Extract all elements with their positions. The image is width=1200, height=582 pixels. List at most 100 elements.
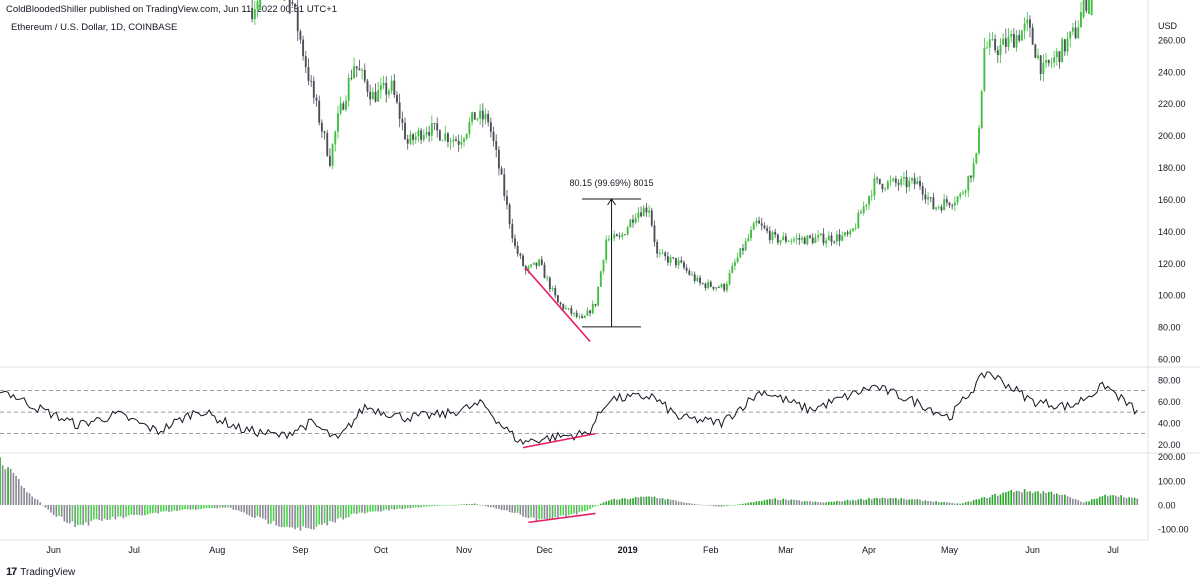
- candle-body: [428, 131, 431, 136]
- candle-body: [251, 7, 254, 20]
- hist-tick-label: 100.00: [1158, 476, 1186, 486]
- candle: [538, 258, 541, 267]
- candle: [961, 190, 964, 195]
- histogram-bar: [785, 499, 787, 505]
- candle: [1023, 17, 1026, 40]
- candle: [811, 233, 814, 245]
- candle-body: [452, 139, 455, 142]
- candle-body: [881, 183, 884, 190]
- histogram-bar: [868, 497, 870, 505]
- histogram-bar: [581, 504, 583, 512]
- candle-body: [288, 0, 291, 14]
- candle-body: [516, 245, 519, 254]
- histogram-bar: [1010, 489, 1013, 505]
- candle: [771, 230, 774, 245]
- candle: [428, 125, 431, 143]
- histogram-bar: [251, 504, 253, 518]
- candle-body: [487, 113, 490, 123]
- histogram-bar: [98, 504, 101, 521]
- candle: [543, 261, 546, 279]
- candle: [548, 276, 551, 293]
- candle-body: [390, 80, 393, 91]
- candle-body: [1071, 27, 1074, 32]
- histogram-layer: [0, 457, 1139, 531]
- candle: [337, 105, 339, 139]
- histogram-bar: [728, 504, 731, 506]
- histogram-bar: [31, 496, 33, 505]
- candle: [1088, 0, 1090, 15]
- candle-body: [326, 133, 329, 156]
- candle: [742, 243, 744, 255]
- histogram-bar: [170, 504, 173, 512]
- histogram-bar: [527, 504, 530, 519]
- histogram-bar: [184, 504, 186, 510]
- histogram-bar: [165, 504, 168, 512]
- candle-body: [543, 264, 546, 279]
- histogram-bar: [28, 493, 31, 505]
- candle: [556, 294, 559, 303]
- candle-body: [586, 310, 589, 316]
- histogram-bar: [777, 499, 779, 505]
- histogram-bar: [447, 504, 449, 506]
- candle: [691, 270, 693, 277]
- candle-body: [927, 197, 929, 200]
- candle-body: [506, 196, 508, 205]
- candle: [1080, 2, 1082, 28]
- candle-body: [361, 69, 364, 71]
- candle: [943, 193, 946, 211]
- candle: [581, 313, 583, 319]
- candle: [422, 128, 425, 143]
- histogram-bar: [417, 504, 420, 508]
- candle-body: [750, 229, 752, 238]
- candle-body: [717, 287, 720, 289]
- candle-body: [830, 235, 833, 242]
- histogram-bar: [656, 498, 658, 505]
- histogram-bar: [122, 504, 125, 519]
- candle-body: [1015, 35, 1018, 48]
- histogram-bar: [109, 504, 111, 520]
- candle: [559, 301, 562, 307]
- candle-body: [1031, 27, 1034, 45]
- histogram-bar: [608, 500, 610, 505]
- histogram-bar: [476, 504, 479, 505]
- histogram-bar: [339, 504, 342, 518]
- histogram-bar: [398, 504, 401, 509]
- candle: [398, 93, 401, 128]
- candle: [760, 217, 763, 231]
- candle-body: [479, 110, 482, 119]
- candle: [857, 209, 860, 229]
- candle-body: [972, 163, 975, 178]
- histogram-bar: [549, 504, 551, 520]
- candle: [803, 236, 806, 245]
- histogram-bar: [1007, 491, 1010, 505]
- candle: [911, 176, 913, 184]
- candle-body: [642, 207, 645, 217]
- candle-body: [1066, 38, 1069, 52]
- candle-body: [1061, 39, 1064, 63]
- candle: [465, 133, 468, 141]
- candle-body: [849, 230, 852, 235]
- histogram-bar: [688, 503, 691, 505]
- candle: [565, 305, 567, 310]
- candle-body: [449, 141, 452, 143]
- histogram-bar: [103, 504, 106, 519]
- candle-body: [747, 237, 750, 241]
- candle: [438, 129, 441, 142]
- candle-body: [715, 287, 718, 289]
- candle: [1015, 29, 1018, 52]
- candle-body: [835, 234, 838, 242]
- candle: [1074, 20, 1077, 40]
- candle-body: [683, 262, 685, 268]
- histogram-bar: [1106, 496, 1109, 505]
- candle: [583, 315, 586, 319]
- histogram-bar: [744, 503, 747, 505]
- candle-body: [991, 38, 994, 40]
- histogram-bar: [1096, 498, 1098, 505]
- histogram-bar: [967, 501, 970, 505]
- histogram-bar: [809, 501, 811, 505]
- candle: [497, 146, 500, 176]
- histogram-bar: [648, 496, 650, 505]
- candle: [414, 131, 417, 144]
- candle: [908, 176, 911, 192]
